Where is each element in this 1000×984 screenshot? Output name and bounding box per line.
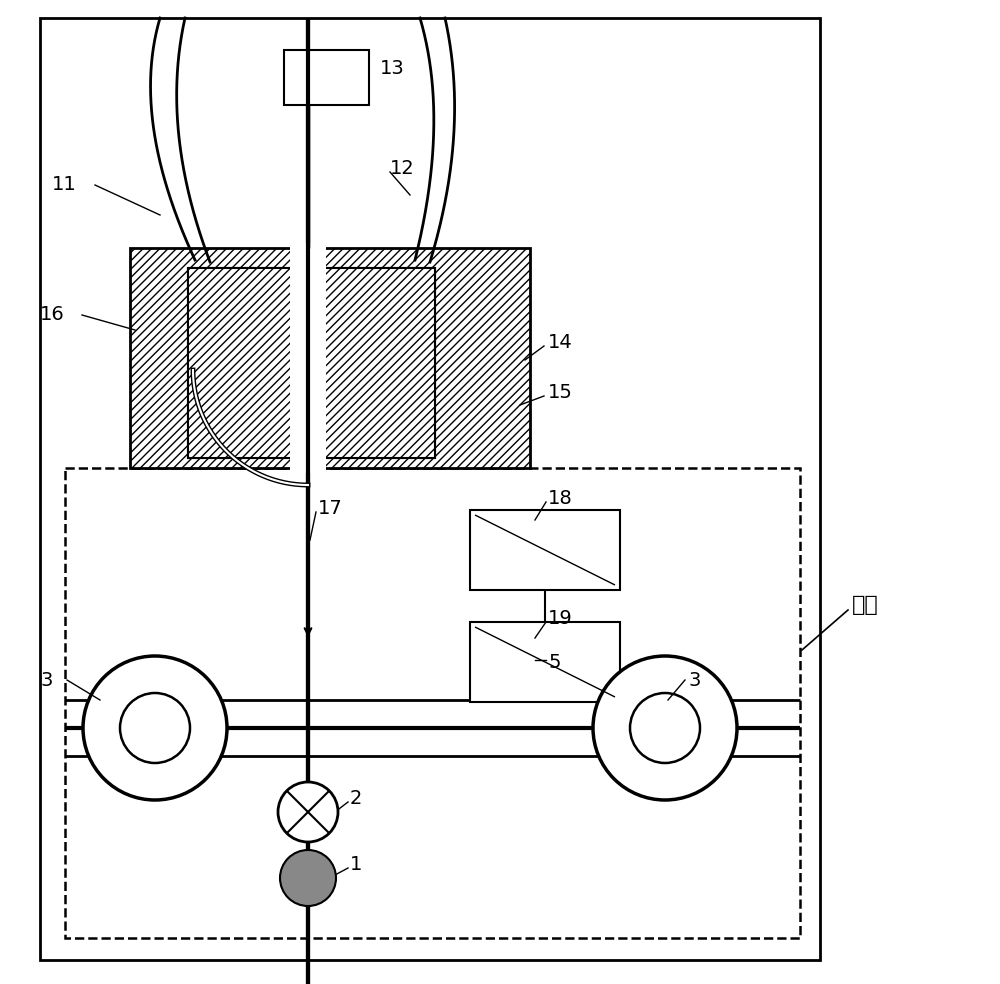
Text: 16: 16 — [40, 305, 65, 325]
Text: 13: 13 — [380, 58, 405, 78]
Circle shape — [630, 693, 700, 763]
Bar — [65, 468, 800, 938]
Text: 15: 15 — [548, 383, 573, 401]
Bar — [470, 622, 620, 702]
Text: 2: 2 — [350, 788, 362, 808]
Circle shape — [120, 693, 190, 763]
Circle shape — [593, 656, 737, 800]
Bar — [130, 248, 530, 468]
Bar — [40, 18, 820, 960]
Text: 1: 1 — [350, 855, 362, 875]
Text: 11: 11 — [52, 175, 77, 195]
Text: 18: 18 — [548, 488, 573, 508]
Bar — [290, 243, 326, 473]
Text: 3: 3 — [40, 670, 52, 690]
Text: 12: 12 — [390, 158, 415, 177]
Text: 19: 19 — [548, 608, 573, 628]
Text: 14: 14 — [548, 333, 573, 351]
Text: 17: 17 — [318, 499, 343, 518]
Bar — [284, 50, 369, 105]
Bar — [188, 268, 435, 458]
Bar — [188, 268, 435, 458]
Circle shape — [280, 850, 336, 906]
Circle shape — [278, 782, 338, 842]
Text: 3: 3 — [688, 670, 700, 690]
Bar — [470, 510, 620, 590]
Circle shape — [83, 656, 227, 800]
Text: 主机: 主机 — [852, 595, 879, 615]
Text: 5: 5 — [548, 652, 560, 671]
